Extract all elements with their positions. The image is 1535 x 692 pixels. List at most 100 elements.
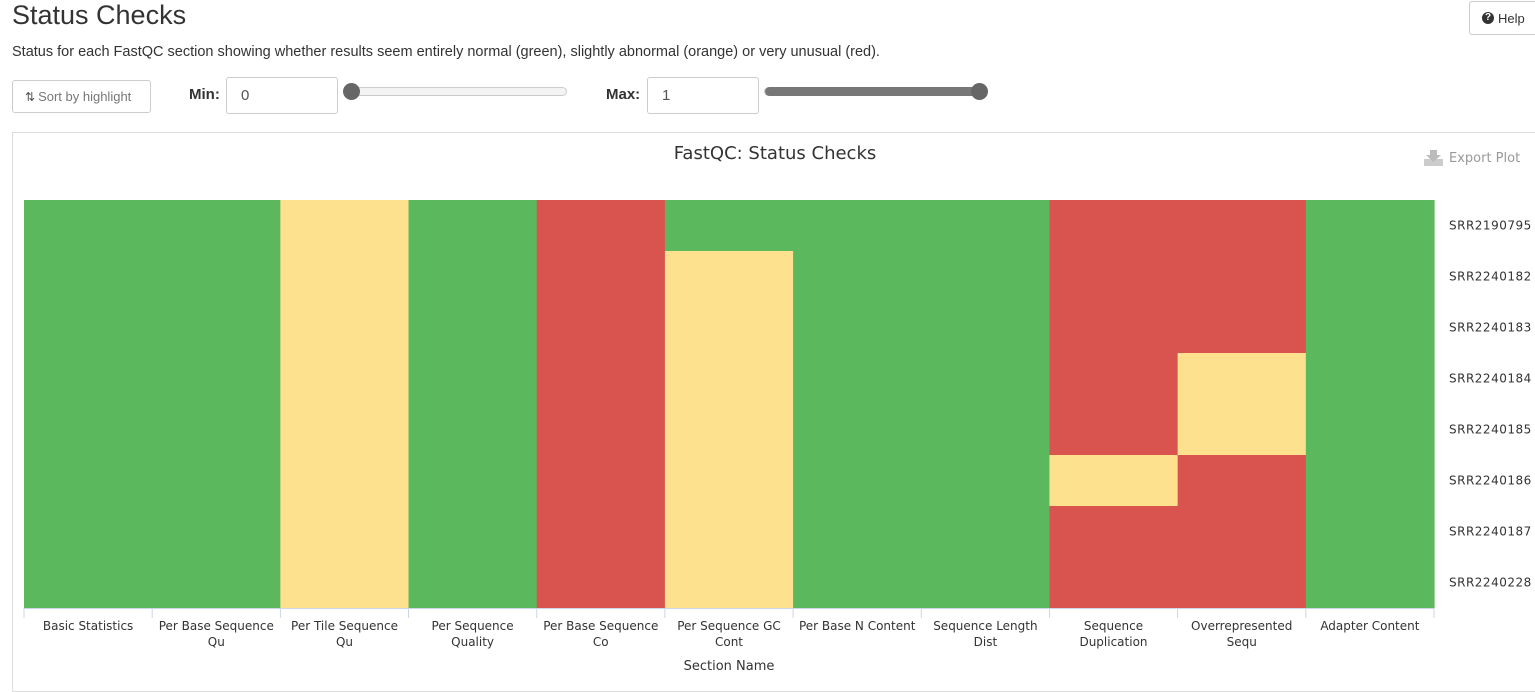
heatmap-cell[interactable]	[152, 404, 281, 456]
heatmap-cell[interactable]	[1305, 404, 1435, 456]
heatmap-cell[interactable]	[1177, 302, 1307, 354]
heatmap-cell[interactable]	[280, 506, 410, 558]
heatmap-cell[interactable]	[793, 251, 922, 303]
heatmap-cell[interactable]	[1305, 353, 1435, 405]
heatmap-cell[interactable]	[280, 200, 410, 252]
heatmap-cell[interactable]	[408, 200, 538, 252]
heatmap-cell[interactable]	[280, 302, 410, 354]
heatmap-cell[interactable]	[152, 506, 281, 558]
heatmap-cell[interactable]	[536, 302, 666, 354]
max-slider-handle[interactable]	[971, 83, 988, 100]
heatmap-cell[interactable]	[1177, 353, 1307, 405]
heatmap-cell[interactable]	[921, 302, 1051, 354]
heatmap-cell[interactable]	[1049, 251, 1179, 303]
heatmap-cell[interactable]	[1049, 200, 1179, 252]
min-input[interactable]	[226, 77, 338, 114]
heatmap-cell[interactable]	[1177, 404, 1307, 456]
heatmap-cell[interactable]	[664, 302, 794, 354]
heatmap-cell[interactable]	[1177, 200, 1307, 252]
heatmap-cell[interactable]	[793, 506, 922, 558]
heatmap-cell[interactable]	[664, 200, 794, 252]
heatmap-cell[interactable]	[1177, 506, 1307, 558]
heatmap-cell[interactable]	[921, 557, 1051, 609]
heatmap-cell[interactable]	[536, 251, 666, 303]
heatmap-cell[interactable]	[536, 404, 666, 456]
heatmap-cell[interactable]	[24, 353, 153, 405]
heatmap-cell[interactable]	[921, 251, 1051, 303]
heatmap-cell[interactable]	[24, 455, 153, 507]
heatmap-cell[interactable]	[921, 404, 1051, 456]
heatmap-cell[interactable]	[152, 302, 281, 354]
heatmap-cell[interactable]	[793, 353, 922, 405]
heatmap-cell[interactable]	[1305, 302, 1435, 354]
export-plot-button[interactable]: Export Plot	[1424, 150, 1520, 166]
heatmap-cell[interactable]	[152, 251, 281, 303]
heatmap-cell[interactable]	[408, 455, 538, 507]
heatmap-cell[interactable]	[793, 200, 922, 252]
heatmap-cell[interactable]	[793, 404, 922, 456]
heatmap-cell[interactable]	[664, 506, 794, 558]
heatmap-cell[interactable]	[1049, 404, 1179, 456]
min-slider-handle[interactable]	[343, 83, 360, 100]
max-input[interactable]	[647, 77, 759, 114]
heatmap-cell[interactable]	[280, 404, 410, 456]
x-tick-label: Per Base Sequence Qu	[159, 619, 274, 649]
heatmap-cell[interactable]	[24, 404, 153, 456]
heatmap-cell[interactable]	[1305, 251, 1435, 303]
heatmap-cell[interactable]	[536, 200, 666, 252]
chart-title: FastQC: Status Checks	[673, 143, 877, 164]
heatmap-cell[interactable]	[1049, 506, 1179, 558]
heatmap-cell[interactable]	[1049, 455, 1179, 507]
heatmap-cell[interactable]	[152, 455, 281, 507]
heatmap-cell[interactable]	[408, 506, 538, 558]
heatmap-cell[interactable]	[1305, 455, 1435, 507]
heatmap-cell[interactable]	[408, 404, 538, 456]
heatmap-cell[interactable]	[152, 353, 281, 405]
heatmap-cell[interactable]	[408, 251, 538, 303]
heatmap-cell[interactable]	[664, 404, 794, 456]
heatmap-cell[interactable]	[1177, 455, 1307, 507]
min-slider[interactable]	[343, 83, 567, 100]
heatmap-cell[interactable]	[24, 506, 153, 558]
heatmap-cell[interactable]	[408, 302, 538, 354]
help-button[interactable]: ? Help	[1469, 1, 1535, 35]
heatmap-cell[interactable]	[24, 251, 153, 303]
heatmap-cell[interactable]	[408, 557, 538, 609]
heatmap-cell[interactable]	[24, 557, 153, 609]
heatmap-cell[interactable]	[280, 557, 410, 609]
heatmap-cell[interactable]	[1305, 506, 1435, 558]
heatmap-cell[interactable]	[1049, 353, 1179, 405]
heatmap-cell[interactable]	[921, 353, 1051, 405]
heatmap-cell[interactable]	[536, 557, 666, 609]
heatmap-cell[interactable]	[664, 557, 794, 609]
heatmap-cell[interactable]	[152, 557, 281, 609]
heatmap-cell[interactable]	[664, 251, 794, 303]
heatmap-cell[interactable]	[1177, 251, 1307, 303]
heatmap-cell[interactable]	[921, 200, 1051, 252]
heatmap-cell[interactable]	[280, 455, 410, 507]
heatmap-cell[interactable]	[1177, 557, 1307, 609]
heatmap-cell[interactable]	[793, 557, 922, 609]
heatmap-cell[interactable]	[280, 251, 410, 303]
heatmap-cell[interactable]	[1049, 557, 1179, 609]
sort-button-label: Sort by highlight	[38, 89, 132, 104]
heatmap-cell[interactable]	[24, 302, 153, 354]
heatmap-cell[interactable]	[24, 200, 153, 252]
heatmap-cell[interactable]	[536, 353, 666, 405]
heatmap-cell[interactable]	[1305, 557, 1435, 609]
heatmap-cell[interactable]	[664, 353, 794, 405]
heatmap-cell[interactable]	[664, 455, 794, 507]
heatmap-cell[interactable]	[793, 302, 922, 354]
heatmap-cell[interactable]	[536, 455, 666, 507]
heatmap-cell[interactable]	[921, 506, 1051, 558]
heatmap-cell[interactable]	[408, 353, 538, 405]
heatmap-cell[interactable]	[793, 455, 922, 507]
heatmap-cell[interactable]	[1049, 302, 1179, 354]
max-slider[interactable]	[764, 83, 988, 100]
heatmap-cell[interactable]	[536, 506, 666, 558]
heatmap-cell[interactable]	[152, 200, 281, 252]
heatmap-cell[interactable]	[1305, 200, 1435, 252]
heatmap-cell[interactable]	[921, 455, 1051, 507]
heatmap-cell[interactable]	[280, 353, 410, 405]
sort-by-highlight-button[interactable]: ⇅ Sort by highlight	[12, 80, 151, 113]
